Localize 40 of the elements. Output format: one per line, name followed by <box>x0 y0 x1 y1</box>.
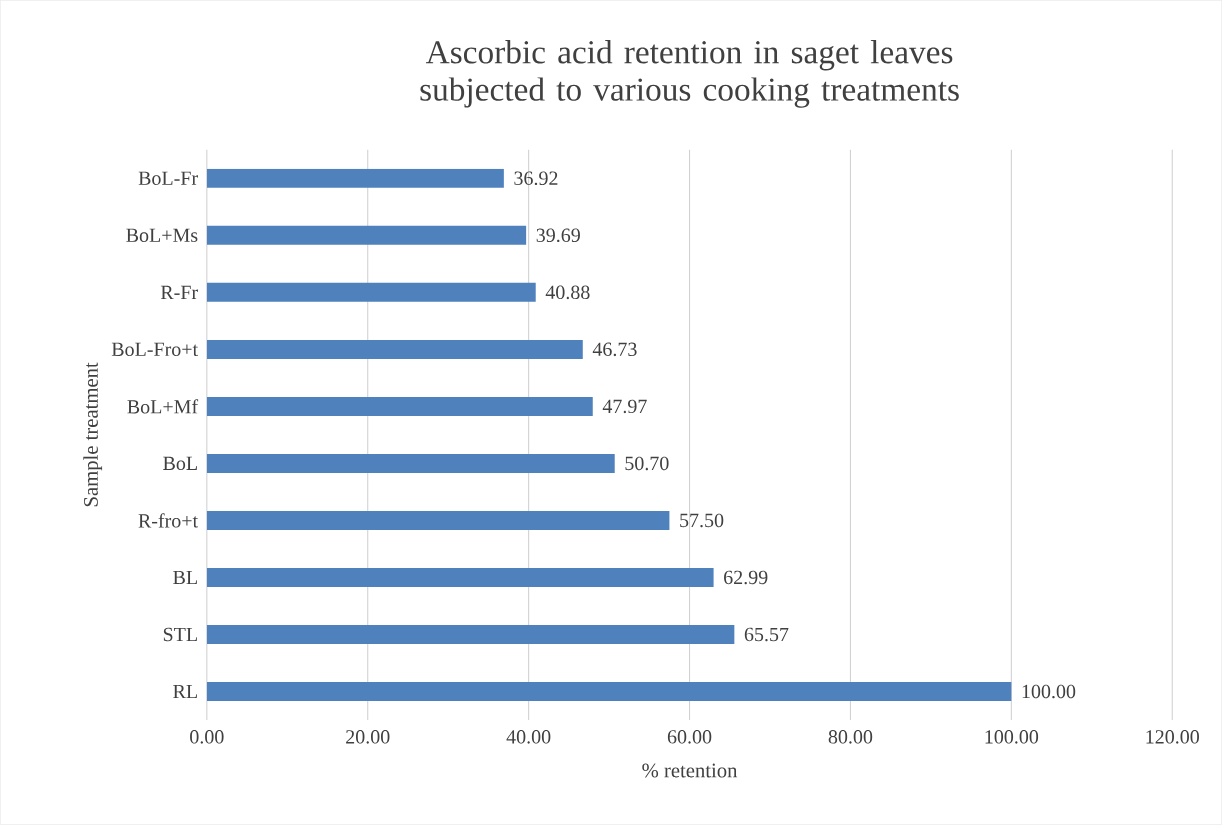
y-tick-label: STL <box>163 627 197 642</box>
chart-title: Ascorbic acid retention in saget leaves subjected to various cooking treatments <box>420 40 959 108</box>
bar <box>206 225 527 245</box>
x-tick-label: 20.00 <box>346 730 390 744</box>
y-tick-label: BoL+Ms <box>126 228 198 243</box>
x-tick-label: 100.00 <box>985 730 1039 744</box>
x-tick-label: 40.00 <box>506 730 551 744</box>
bar <box>206 568 714 588</box>
bar <box>206 339 583 359</box>
data-label: 57.50 <box>680 513 724 528</box>
bar <box>206 511 670 531</box>
y-tick-label: R-Fr <box>160 285 198 299</box>
y-tick-label: BoL-Fr <box>138 171 198 186</box>
y-tick-label: RL <box>173 685 197 699</box>
data-label: 62.99 <box>724 570 768 585</box>
data-label: 39.69 <box>536 228 580 243</box>
data-label: 46.73 <box>592 342 637 357</box>
y-tick-label: BoL-Fro+t <box>111 342 198 357</box>
x-tick-label: 80.00 <box>828 730 873 744</box>
x-tick-label: 60.00 <box>667 730 712 744</box>
y-tick-label: BoL+Mf <box>127 399 199 414</box>
bar <box>206 454 615 474</box>
x-tick-label: 0.00 <box>190 730 224 744</box>
y-tick-label: BoL <box>163 456 197 471</box>
data-label: 65.57 <box>744 627 789 642</box>
bar <box>206 682 1012 702</box>
x-tick-label: 120.00 <box>1146 730 1199 744</box>
data-label: 50.70 <box>625 456 669 471</box>
data-label: 40.88 <box>545 285 590 300</box>
bar <box>206 625 735 645</box>
y-tick-label: R-fro+t <box>138 513 198 528</box>
data-label: 47.97 <box>602 399 647 414</box>
y-tick-label: BL <box>173 571 197 585</box>
x-axis-title: % retention <box>642 763 738 778</box>
bar <box>206 282 536 302</box>
y-axis-title: Sample treatment <box>83 362 103 507</box>
data-label: 100.00 <box>1022 684 1076 699</box>
bar <box>206 168 504 188</box>
data-label: 36.92 <box>514 171 558 186</box>
bar <box>206 396 593 416</box>
